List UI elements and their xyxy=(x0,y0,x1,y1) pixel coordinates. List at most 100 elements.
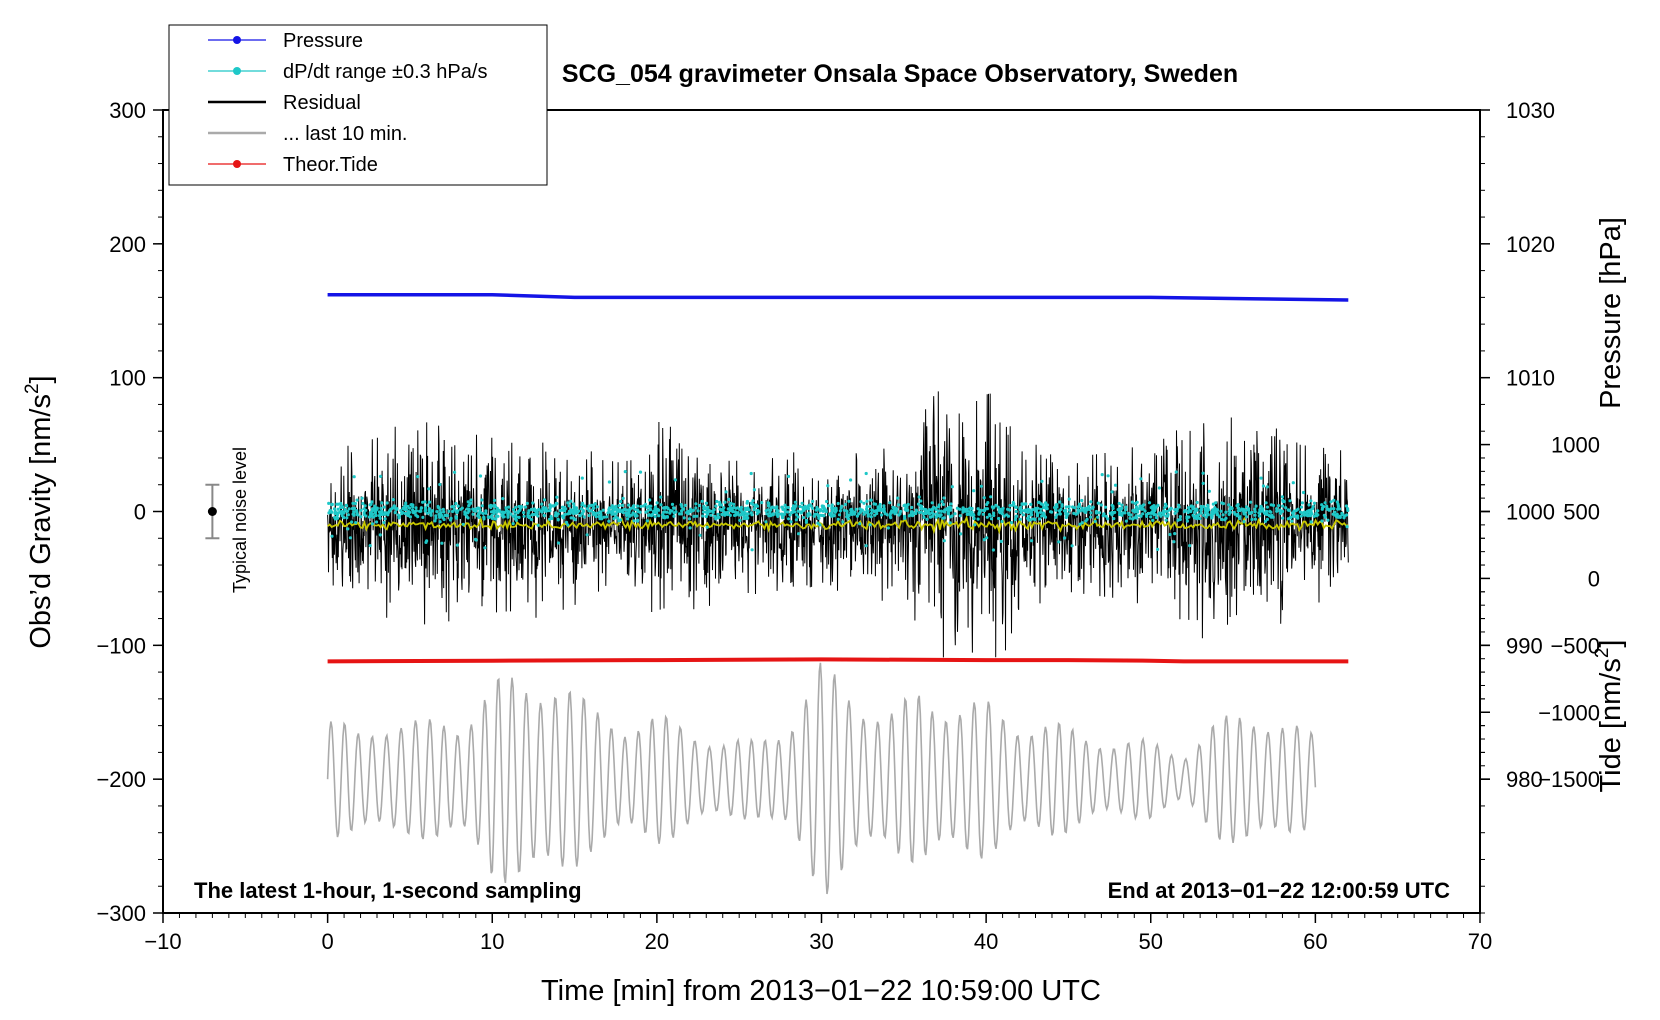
dpdt-point xyxy=(1139,477,1143,481)
dpdt-point xyxy=(1097,511,1102,515)
dpdt-point xyxy=(1242,520,1246,524)
dpdt-point xyxy=(1021,513,1025,517)
dpdt-point xyxy=(859,500,863,504)
dpdt-point xyxy=(1265,485,1269,489)
dpdt-point xyxy=(1111,506,1115,510)
dpdt-point xyxy=(1253,510,1257,514)
dpdt-point xyxy=(536,514,540,518)
dpdt-point xyxy=(1011,500,1015,505)
dpdt-point xyxy=(1309,520,1313,524)
dpdt-point xyxy=(1050,510,1054,514)
dpdt-point xyxy=(661,513,665,517)
dpdt-point xyxy=(1096,501,1100,505)
dpdt-point xyxy=(1011,503,1015,507)
dpdt-point xyxy=(589,509,593,513)
tide-axis-label-sup: 2 xyxy=(1592,648,1613,659)
dpdt-point xyxy=(379,506,383,510)
dpdt-point xyxy=(937,505,941,509)
dpdt-point xyxy=(718,507,722,511)
dpdt-point xyxy=(700,499,704,503)
dpdt-point xyxy=(931,507,935,511)
dpdt-point xyxy=(922,515,926,520)
dpdt-point xyxy=(1058,512,1062,516)
dpdt-point xyxy=(786,510,790,514)
dpdt-point xyxy=(539,509,543,513)
dpdt-point xyxy=(1042,506,1046,510)
dpdt-point xyxy=(511,507,516,512)
dpdt-point xyxy=(1077,502,1082,506)
dpdt-point xyxy=(897,503,901,507)
dpdt-point xyxy=(526,515,530,519)
dpdt-point xyxy=(552,504,556,508)
dpdt-point xyxy=(668,508,672,513)
dpdt-point xyxy=(1311,507,1315,511)
dpdt-point xyxy=(793,500,798,504)
dpdt-point xyxy=(411,505,415,509)
dpdt-point xyxy=(910,510,914,514)
dpdt-point xyxy=(833,510,837,514)
dpdt-point xyxy=(841,520,845,524)
dpdt-point xyxy=(712,508,716,512)
dpdt-point xyxy=(522,510,526,515)
dpdt-point xyxy=(1156,547,1160,552)
dpdt-point xyxy=(1290,519,1294,523)
dpdt-point xyxy=(928,508,932,512)
dpdt-point xyxy=(567,509,572,513)
dpdt-point xyxy=(1033,517,1037,522)
dpdt-point xyxy=(752,488,757,492)
dpdt-point xyxy=(1298,510,1302,514)
dpdt-point xyxy=(625,512,629,516)
dpdt-point xyxy=(800,501,804,505)
dpdt-point xyxy=(682,516,686,520)
dpdt-point xyxy=(1126,511,1130,515)
dpdt-point xyxy=(1154,516,1159,520)
x-axis-label: Time [min] from 2013−01−22 10:59:00 UTC xyxy=(541,975,1101,1007)
dpdt-point xyxy=(527,509,531,513)
dpdt-point xyxy=(368,503,372,507)
dpdt-point xyxy=(494,517,498,521)
dpdt-point xyxy=(1235,504,1239,508)
dpdt-point xyxy=(1144,513,1148,517)
dpdt-point xyxy=(395,507,399,511)
dpdt-point xyxy=(1008,508,1012,512)
dpdt-point xyxy=(478,510,482,514)
dpdt-point xyxy=(1027,518,1031,522)
y-tick-label: −100 xyxy=(96,633,146,658)
dpdt-point xyxy=(1329,500,1333,504)
dpdt-point xyxy=(1027,514,1031,519)
dpdt-point xyxy=(594,515,598,519)
dpdt-point xyxy=(765,512,769,516)
dpdt-point xyxy=(1263,519,1268,524)
dpdt-point xyxy=(434,516,438,520)
dpdt-point xyxy=(1141,507,1145,511)
dpdt-point xyxy=(511,522,515,526)
dpdt-point xyxy=(1207,489,1211,493)
dpdt-point xyxy=(661,515,665,520)
dpdt-point xyxy=(368,511,372,515)
dpdt-point xyxy=(1129,513,1133,517)
dpdt-point xyxy=(370,500,374,504)
dpdt-point xyxy=(734,513,738,517)
dpdt-point xyxy=(868,523,872,527)
dpdt-point xyxy=(1191,513,1195,517)
dpdt-point xyxy=(649,504,653,508)
dpdt-point xyxy=(1167,508,1172,512)
dpdt-point xyxy=(1175,509,1179,513)
dpdt-point xyxy=(592,513,596,517)
dpdt-point xyxy=(1173,511,1177,515)
dpdt-point xyxy=(1309,499,1313,503)
dpdt-point xyxy=(636,504,640,508)
dpdt-point xyxy=(587,513,591,518)
tide-axis-label: Tide [nm/s2] xyxy=(1592,640,1627,793)
dpdt-point xyxy=(1159,514,1163,518)
dpdt-point xyxy=(973,523,977,527)
dpdt-point xyxy=(1110,490,1114,494)
dpdt-point xyxy=(1042,512,1046,516)
dpdt-point xyxy=(875,511,879,516)
dpdt-point xyxy=(970,513,974,517)
dpdt-point xyxy=(750,548,754,552)
dpdt-point xyxy=(587,504,591,508)
dpdt-point xyxy=(1214,501,1218,505)
dpdt-point xyxy=(542,498,547,502)
dpdt-point xyxy=(1131,517,1135,521)
